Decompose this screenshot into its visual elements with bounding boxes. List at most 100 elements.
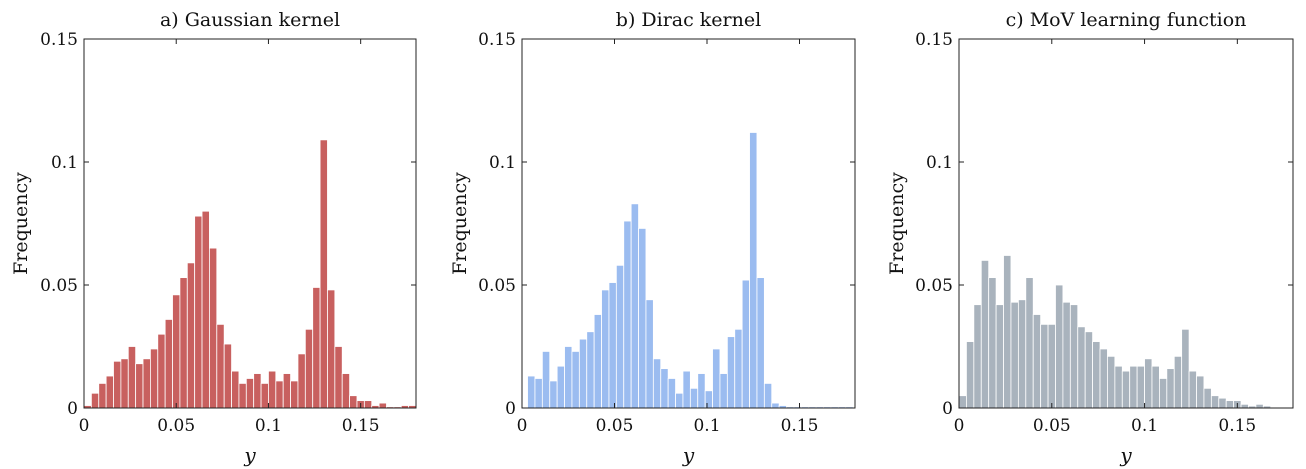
y-tick-label: 0.05 — [478, 276, 516, 296]
histogram-bar — [179, 277, 188, 409]
histogram-bar — [571, 351, 580, 409]
histogram-bar — [142, 358, 151, 409]
histogram-bar — [1092, 341, 1101, 409]
histogram-bar — [194, 215, 203, 409]
histogram-bar — [1040, 323, 1049, 409]
y-axis-label: Frequency — [449, 172, 471, 275]
histogram-bar — [135, 363, 144, 409]
histogram-bar — [1144, 358, 1153, 409]
histogram-bar — [771, 402, 780, 409]
x-tick-label: 0.15 — [1218, 416, 1256, 436]
histogram-bar — [645, 299, 654, 409]
histogram-bar — [113, 360, 122, 409]
histogram-bar — [534, 378, 543, 409]
y-tick-label: 0.05 — [915, 276, 953, 296]
histogram-bar — [1240, 403, 1249, 409]
histogram-bar — [704, 390, 713, 409]
histogram-bar — [90, 392, 100, 409]
histogram-bar — [958, 395, 967, 409]
histogram-bar — [1010, 301, 1019, 409]
histogram-bar — [1099, 348, 1108, 409]
histogram-bar — [734, 328, 743, 409]
axes-frame — [958, 38, 1294, 409]
x-tick-label: 0.05 — [157, 416, 195, 436]
histogram-bar — [186, 262, 196, 409]
histogram-bar — [98, 382, 107, 409]
x-tick-label: 0.1 — [255, 416, 282, 436]
histogram-bar — [275, 380, 284, 409]
histogram-bar — [630, 203, 639, 409]
x-tick-label: 0 — [954, 416, 965, 436]
histogram-bar — [341, 373, 351, 409]
histogram-bar — [312, 287, 321, 409]
histogram-bar — [1084, 331, 1094, 409]
histogram-bar — [1114, 365, 1123, 409]
histogram-bar — [216, 323, 225, 409]
histogram-bar — [1173, 355, 1183, 409]
y-tick-label: 0.15 — [915, 30, 953, 50]
chart-panel-2: 0 0.05 0.1 0.15 0 0.05 0.1 0.15 b) Dirac kernel y… — [449, 9, 856, 467]
histogram-bar — [623, 220, 632, 409]
histogram-bar — [164, 319, 173, 409]
histogram-bar — [675, 392, 684, 409]
y-axis-label: Frequency — [886, 172, 908, 275]
x-tick-label: 0 — [517, 416, 528, 436]
chart-panel-3: 0 0.05 0.1 0.15 0 0.05 0.1 0.15 c) MoV learning … — [886, 9, 1294, 467]
histogram-bar — [223, 343, 232, 409]
histogram-bar — [378, 402, 387, 409]
y-tick-label: 0.1 — [926, 153, 953, 173]
histogram-bar — [541, 351, 551, 409]
histogram-bar — [157, 333, 166, 409]
histogram-bar — [719, 373, 728, 409]
histogram-bar — [749, 132, 758, 409]
histogram-bar — [238, 382, 247, 409]
y-tick-label: 0.1 — [51, 153, 78, 173]
x-tick-label: 0.15 — [342, 416, 380, 436]
histogram-bar — [1047, 323, 1056, 409]
x-axis-label: y — [1119, 443, 1132, 467]
histogram-bar — [549, 380, 558, 409]
x-axis-label: y — [682, 443, 695, 467]
histogram-bar — [297, 353, 306, 409]
histogram-bar — [660, 368, 669, 409]
histogram-bar — [260, 382, 269, 409]
histogram-bar — [556, 365, 565, 409]
chart-title: c) MoV learning function — [1006, 9, 1247, 31]
histogram-bar — [1121, 370, 1131, 409]
x-tick-label: 0.05 — [1033, 416, 1071, 436]
histogram-bar — [349, 395, 358, 409]
histogram-bar — [1159, 378, 1168, 409]
histogram-bar — [638, 228, 647, 409]
histogram-bar — [1032, 314, 1042, 409]
x-tick-label: 0 — [79, 416, 90, 436]
chart-panel-1: 0 0.05 0.1 0.15 0 0.05 0.1 0.15 a) Gaussian kern… — [10, 9, 417, 467]
histogram-bar — [615, 264, 625, 409]
histogram-bar — [527, 375, 536, 409]
histogram-bar — [268, 370, 277, 409]
histogram-bar — [290, 380, 299, 409]
histogram-bar — [149, 348, 159, 409]
histogram-bar — [209, 247, 218, 409]
histogram-bar — [756, 277, 765, 409]
histogram-bar — [1077, 326, 1086, 409]
histogram-bar — [1225, 400, 1235, 409]
histogram-bar — [973, 304, 982, 409]
histogram-bar — [1196, 375, 1205, 409]
histogram-bar — [120, 358, 129, 409]
x-tick-label: 0.1 — [693, 416, 720, 436]
histogram-bar — [334, 346, 343, 409]
histogram-bar — [682, 370, 691, 409]
histogram-bar — [652, 358, 662, 409]
x-axis-label: y — [243, 443, 256, 467]
histogram-bar — [697, 373, 706, 409]
histogram-bar — [1203, 387, 1212, 409]
x-tick-label: 0.15 — [781, 416, 819, 436]
histogram-bar — [608, 282, 617, 409]
histogram-bar — [105, 375, 114, 409]
y-tick-label: 0.05 — [40, 276, 78, 296]
histogram-bar — [1210, 395, 1220, 409]
histogram-bar — [1188, 370, 1197, 409]
histogram-bar — [988, 277, 997, 409]
histogram-bar — [327, 289, 336, 409]
axes-frame — [521, 38, 856, 409]
